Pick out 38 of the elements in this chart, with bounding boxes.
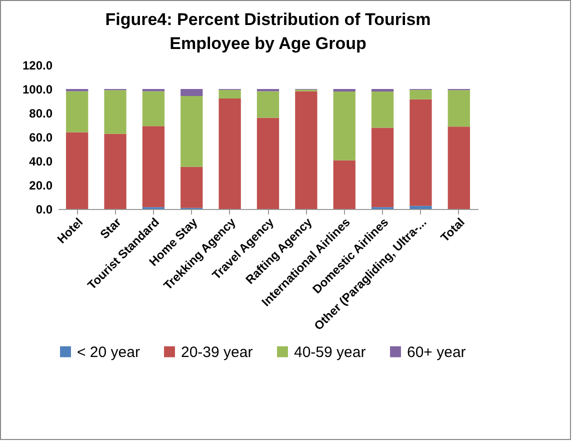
bar xyxy=(333,89,356,92)
y-tick-label: 80.0 xyxy=(29,106,53,120)
bar xyxy=(448,90,470,127)
bar xyxy=(371,89,394,92)
chart-title: Figure4: Percent Distribution of Tourism Employee by Age Group xyxy=(105,10,431,53)
y-tick-label: 60.0 xyxy=(29,130,53,144)
legend-label: < 20 year xyxy=(77,344,140,361)
y-tick-label: 100.0 xyxy=(22,82,53,96)
y-tick-label: 40.0 xyxy=(29,154,53,168)
bar xyxy=(333,92,356,160)
bar xyxy=(142,126,165,208)
bar xyxy=(371,128,394,208)
x-tick-label: Star xyxy=(97,214,124,242)
bar xyxy=(66,132,88,209)
bar xyxy=(410,99,432,206)
bar xyxy=(448,126,470,209)
bar xyxy=(142,91,165,126)
bar xyxy=(66,91,88,132)
legend-label: 40-59 year xyxy=(294,344,366,361)
bar xyxy=(218,98,241,209)
bar xyxy=(410,90,432,100)
y-tick-label: 120.0 xyxy=(22,58,53,72)
bar xyxy=(256,91,280,118)
legend-label: 60+ year xyxy=(407,344,466,361)
bar xyxy=(410,206,432,209)
bar xyxy=(295,91,318,209)
bar xyxy=(218,90,241,98)
bar xyxy=(180,89,203,96)
bar xyxy=(104,134,126,209)
bar xyxy=(180,166,203,208)
bar xyxy=(104,90,126,134)
y-tick-label: 20.0 xyxy=(29,178,53,192)
legend-label: 20-39 year xyxy=(181,344,253,361)
bar xyxy=(333,160,356,209)
bar xyxy=(180,96,203,167)
bar xyxy=(371,92,394,128)
y-tick-label: 0.0 xyxy=(36,202,53,216)
bar xyxy=(256,118,280,209)
